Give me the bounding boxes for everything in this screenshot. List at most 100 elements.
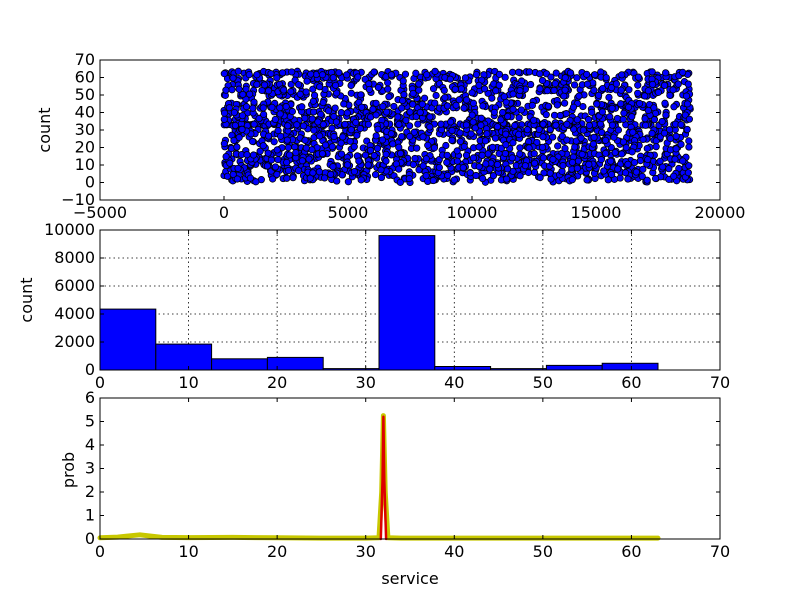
scatter-point xyxy=(530,116,538,124)
scatter-point xyxy=(549,133,557,141)
y-tick-label: 1 xyxy=(85,506,95,525)
scatter-point xyxy=(448,126,456,135)
scatter-point xyxy=(225,104,233,112)
scatter-point xyxy=(468,111,476,119)
scatter-point xyxy=(295,80,303,89)
scatter-point xyxy=(358,103,366,111)
scatter-point xyxy=(309,97,317,105)
scatter-point xyxy=(447,118,455,126)
histogram-bar xyxy=(378,235,436,371)
scatter-point xyxy=(357,91,365,99)
scatter-point xyxy=(398,96,407,105)
scatter-point xyxy=(509,139,517,147)
scatter-point xyxy=(599,84,607,93)
x-tick-label: 20000 xyxy=(695,203,746,222)
scatter-point xyxy=(387,130,395,138)
scatter-point xyxy=(265,132,273,140)
y-tick-label: 40 xyxy=(75,103,95,122)
scatter-point xyxy=(387,71,395,79)
scatter-point xyxy=(441,93,449,102)
scatter-point xyxy=(493,160,502,169)
scatter-point xyxy=(595,91,603,99)
histogram-bar xyxy=(155,343,213,371)
scatter-point xyxy=(624,103,633,111)
scatter-point xyxy=(472,171,480,180)
scatter-point xyxy=(660,129,669,137)
x-tick-label: 0 xyxy=(95,542,105,561)
scatter-point xyxy=(530,168,539,176)
scatter-point xyxy=(467,130,475,138)
scatter-point xyxy=(374,83,382,92)
scatter-point xyxy=(475,81,483,89)
scatter-point xyxy=(422,172,430,180)
scatter-point xyxy=(238,112,247,120)
scatter-point xyxy=(679,157,687,165)
scatter-point xyxy=(543,87,551,95)
scatter-point xyxy=(669,86,677,94)
density-line-hist xyxy=(379,415,388,541)
scatter-point xyxy=(314,118,322,126)
scatter-point xyxy=(280,86,288,94)
y-tick-label: 0 xyxy=(85,529,95,548)
scatter-point xyxy=(643,176,651,184)
scatter-point xyxy=(497,116,505,124)
scatter-point xyxy=(365,85,374,94)
scatter-point xyxy=(561,74,569,82)
y-tick-label: 0 xyxy=(85,173,95,192)
scatter-point xyxy=(625,86,633,94)
scatter-point xyxy=(357,176,365,184)
scatter-point xyxy=(683,100,692,108)
scatter-point xyxy=(301,136,309,144)
scatter-point xyxy=(416,108,424,117)
scatter-point xyxy=(600,167,608,175)
histogram-ticks: 0 10 20 30 40 50 60 70 0 2000 4000 6000 8000 10000 xyxy=(44,220,730,392)
scatter-point xyxy=(229,170,237,179)
scatter-point xyxy=(319,98,327,107)
scatter-point xyxy=(239,90,247,99)
scatter-point xyxy=(364,161,372,169)
y-tick-label: 4000 xyxy=(54,304,95,323)
scatter-point xyxy=(585,121,593,130)
scatter-point xyxy=(649,80,657,88)
scatter-point xyxy=(371,171,380,179)
scatter-point xyxy=(652,143,660,151)
scatter-point xyxy=(256,147,264,155)
scatter-point xyxy=(432,91,440,100)
scatter-point xyxy=(267,70,275,78)
scatter-point xyxy=(261,81,269,89)
scatter-point xyxy=(634,73,643,81)
scatter-point xyxy=(509,105,517,113)
scatter-point xyxy=(278,69,287,77)
scatter-point xyxy=(656,157,664,165)
scatter-point xyxy=(343,161,352,169)
scatter-point xyxy=(284,122,292,130)
scatter-point xyxy=(539,133,547,141)
scatter-point xyxy=(249,104,257,112)
scatter-point xyxy=(536,85,544,93)
scatter-point xyxy=(553,101,561,109)
scatter-point xyxy=(446,75,454,83)
scatter-point xyxy=(440,86,448,95)
scatter-point xyxy=(283,174,291,182)
scatter-point xyxy=(233,175,241,183)
scatter-point xyxy=(298,103,306,111)
scatter-point xyxy=(639,165,647,173)
scatter-point xyxy=(422,155,430,163)
scatter-point xyxy=(309,108,318,116)
scatter-point xyxy=(525,68,533,76)
y-tick-label: 10000 xyxy=(44,220,95,239)
scatter-point xyxy=(377,173,386,182)
scatter-point xyxy=(293,121,301,129)
scatter-point xyxy=(366,146,375,154)
scatter-point xyxy=(662,111,670,119)
scatter-point xyxy=(685,143,693,151)
scatter-point xyxy=(516,150,524,158)
scatter-point xyxy=(516,172,524,180)
scatter-point xyxy=(549,155,557,163)
scatter-point xyxy=(333,177,341,185)
scatter-point xyxy=(343,109,351,117)
scatter-point xyxy=(415,86,423,94)
scatter-point xyxy=(399,77,407,85)
scatter-point xyxy=(335,69,343,77)
scatter-point xyxy=(248,137,257,146)
